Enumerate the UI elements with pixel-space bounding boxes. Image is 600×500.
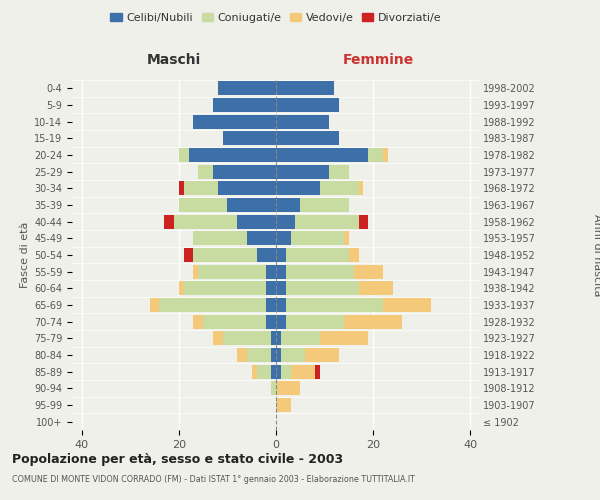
- Bar: [276, 182, 320, 196]
- Bar: [281, 364, 290, 379]
- Bar: [247, 348, 271, 362]
- Bar: [271, 348, 276, 362]
- Bar: [266, 264, 276, 279]
- Bar: [218, 182, 276, 196]
- Bar: [305, 348, 339, 362]
- Bar: [320, 182, 359, 196]
- Bar: [344, 314, 402, 329]
- Bar: [179, 182, 184, 196]
- Bar: [198, 164, 213, 179]
- Bar: [179, 148, 188, 162]
- Bar: [383, 298, 431, 312]
- Bar: [213, 164, 276, 179]
- Text: Femmine: Femmine: [343, 52, 413, 66]
- Text: Popolazione per età, sesso e stato civile - 2003: Popolazione per età, sesso e stato civil…: [12, 452, 343, 466]
- Bar: [276, 248, 286, 262]
- Bar: [276, 214, 295, 229]
- Bar: [174, 214, 237, 229]
- Bar: [276, 348, 281, 362]
- Bar: [286, 281, 359, 295]
- Bar: [193, 248, 257, 262]
- Bar: [179, 198, 227, 212]
- Bar: [329, 164, 349, 179]
- Bar: [281, 348, 305, 362]
- Bar: [198, 264, 266, 279]
- Bar: [227, 198, 276, 212]
- Bar: [266, 298, 276, 312]
- Bar: [193, 314, 203, 329]
- Bar: [184, 182, 218, 196]
- Bar: [276, 98, 339, 112]
- Bar: [286, 314, 344, 329]
- Bar: [164, 214, 174, 229]
- Text: Maschi: Maschi: [147, 52, 201, 66]
- Bar: [315, 364, 320, 379]
- Bar: [213, 98, 276, 112]
- Bar: [160, 298, 266, 312]
- Bar: [218, 82, 276, 96]
- Bar: [359, 214, 368, 229]
- Bar: [276, 82, 334, 96]
- Bar: [266, 314, 276, 329]
- Y-axis label: Fasce di età: Fasce di età: [20, 222, 30, 288]
- Bar: [266, 281, 276, 295]
- Bar: [276, 198, 300, 212]
- Bar: [320, 332, 368, 345]
- Bar: [286, 264, 354, 279]
- Bar: [286, 298, 383, 312]
- Bar: [271, 332, 276, 345]
- Bar: [359, 182, 364, 196]
- Bar: [213, 332, 223, 345]
- Bar: [276, 314, 286, 329]
- Bar: [237, 214, 276, 229]
- Bar: [344, 231, 349, 246]
- Legend: Celibi/Nubili, Coniugati/e, Vedovi/e, Divorziati/e: Celibi/Nubili, Coniugati/e, Vedovi/e, Di…: [106, 8, 446, 28]
- Bar: [276, 332, 281, 345]
- Bar: [276, 364, 281, 379]
- Bar: [252, 364, 257, 379]
- Bar: [383, 148, 388, 162]
- Bar: [276, 148, 368, 162]
- Bar: [276, 298, 286, 312]
- Bar: [193, 114, 276, 129]
- Bar: [276, 264, 286, 279]
- Bar: [276, 381, 300, 396]
- Bar: [150, 298, 160, 312]
- Bar: [276, 164, 329, 179]
- Bar: [368, 148, 383, 162]
- Bar: [271, 381, 276, 396]
- Bar: [188, 148, 276, 162]
- Bar: [193, 264, 198, 279]
- Bar: [257, 364, 271, 379]
- Bar: [184, 281, 266, 295]
- Bar: [290, 231, 344, 246]
- Bar: [276, 132, 339, 145]
- Bar: [276, 231, 290, 246]
- Bar: [223, 132, 276, 145]
- Bar: [276, 114, 329, 129]
- Text: COMUNE DI MONTE VIDON CORRADO (FM) - Dati ISTAT 1° gennaio 2003 - Elaborazione T: COMUNE DI MONTE VIDON CORRADO (FM) - Dat…: [12, 475, 415, 484]
- Bar: [290, 364, 315, 379]
- Text: Anni di nascita: Anni di nascita: [592, 214, 600, 296]
- Bar: [193, 231, 247, 246]
- Bar: [286, 248, 349, 262]
- Bar: [276, 281, 286, 295]
- Bar: [300, 198, 349, 212]
- Bar: [203, 314, 266, 329]
- Bar: [295, 214, 359, 229]
- Bar: [359, 281, 392, 295]
- Bar: [184, 248, 193, 262]
- Bar: [349, 248, 359, 262]
- Bar: [271, 364, 276, 379]
- Bar: [257, 248, 276, 262]
- Bar: [223, 332, 271, 345]
- Bar: [247, 231, 276, 246]
- Bar: [179, 281, 184, 295]
- Bar: [276, 398, 290, 412]
- Bar: [354, 264, 383, 279]
- Bar: [237, 348, 247, 362]
- Bar: [281, 332, 320, 345]
